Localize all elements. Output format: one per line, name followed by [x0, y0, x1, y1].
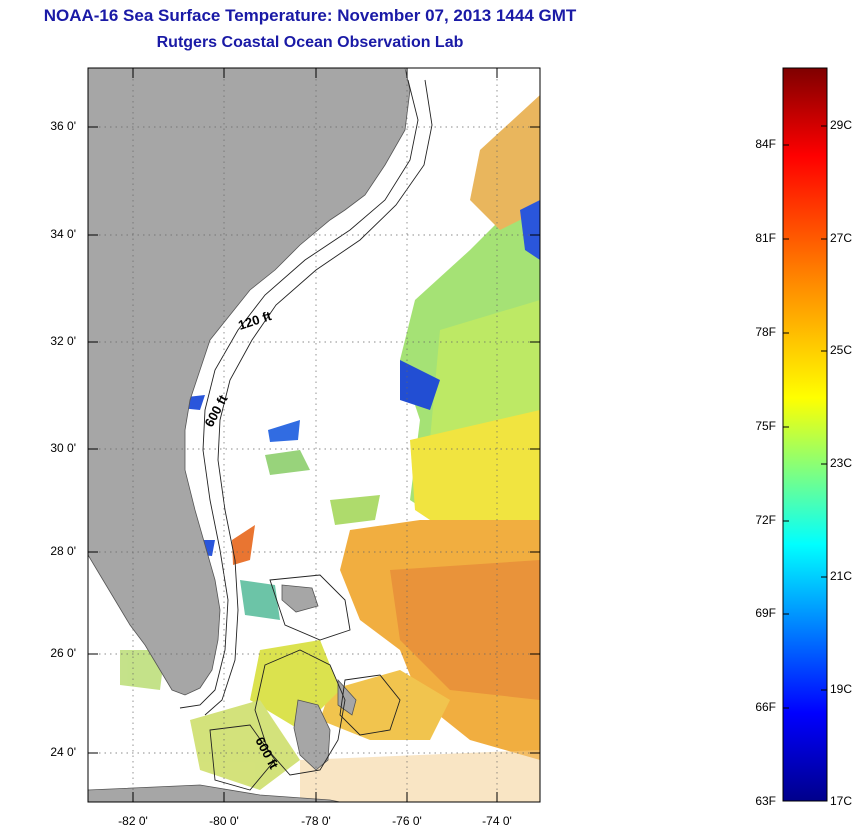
- map-subtitle: Rutgers Coastal Ocean Observation Lab: [156, 34, 464, 51]
- lon-label-78: -78 0': [301, 814, 331, 828]
- colorbar-f-78: 78F: [755, 325, 776, 339]
- lon-label-76: -76 0': [392, 814, 422, 828]
- cuba-coast: [88, 784, 341, 802]
- colorbar-f-63: 63F: [755, 794, 776, 808]
- colorbar-c-17: 17C: [830, 794, 853, 808]
- lat-label-30: 30 0': [50, 441, 76, 455]
- southeast-us-coast: [88, 68, 411, 696]
- colorbar-f-81: 81F: [755, 231, 776, 245]
- colorbar-ticks: [783, 125, 827, 709]
- graticule: [88, 68, 540, 802]
- isobath-contours: [179, 79, 433, 791]
- colorbar-c-27: 27C: [830, 231, 853, 245]
- colorbar-f-66: 66F: [755, 700, 776, 714]
- colorbar-c-29: 29C: [830, 118, 853, 132]
- map-frame: [87, 67, 541, 803]
- lat-label-26: 26 0': [50, 646, 76, 660]
- colorbar-f-84: 84F: [755, 137, 776, 151]
- colorbar-f-75: 75F: [755, 419, 776, 433]
- lon-label-80: -80 0': [209, 814, 239, 828]
- lon-label-82: -82 0': [118, 814, 148, 828]
- temperature-colorbar: [782, 67, 828, 802]
- lat-label-32: 32 0': [50, 334, 76, 348]
- colorbar-c-19: 19C: [830, 682, 853, 696]
- axis-ticks: [88, 68, 540, 802]
- colorbar-f-69: 69F: [755, 606, 776, 620]
- eleuthera-island: [337, 678, 357, 716]
- lat-label-24: 24 0': [50, 745, 76, 759]
- lat-label-36: 36 0': [50, 119, 76, 133]
- lat-label-28: 28 0': [50, 544, 76, 558]
- andros-island: [293, 699, 331, 771]
- colorbar-f-72: 72F: [755, 513, 776, 527]
- colorbar-c-23: 23C: [830, 456, 853, 470]
- sst-data-layer: [120, 95, 540, 802]
- colorbar-c-25: 25C: [830, 343, 853, 357]
- lat-label-34: 34 0': [50, 227, 76, 241]
- map-title: NOAA-16 Sea Surface Temperature: Novembe…: [43, 6, 577, 25]
- lon-label-74: -74 0': [482, 814, 512, 828]
- abaco-island: [281, 584, 319, 613]
- land-layer: [88, 68, 411, 802]
- colorbar-c-21: 21C: [830, 569, 853, 583]
